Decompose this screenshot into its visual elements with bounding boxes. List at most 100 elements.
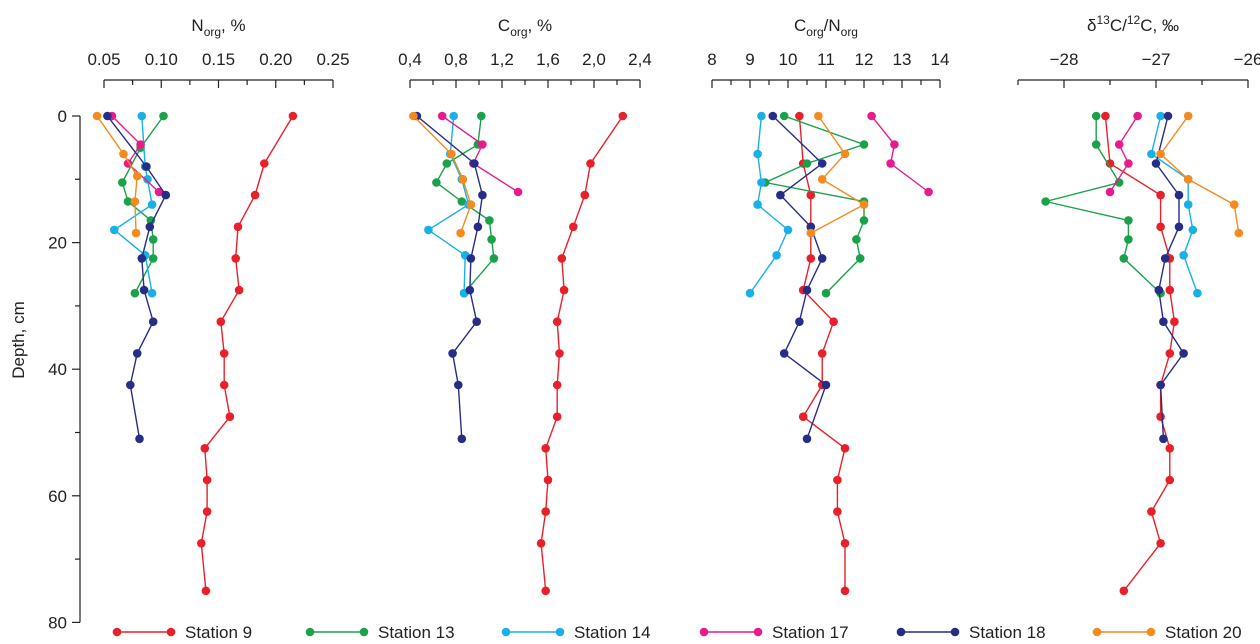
series-line <box>1109 115 1139 193</box>
data-point <box>489 254 499 263</box>
data-point <box>795 317 804 327</box>
series-station-14 <box>424 111 473 298</box>
series-station-9 <box>1101 111 1179 596</box>
series-station-17 <box>1105 111 1142 197</box>
legend-marker <box>699 627 709 637</box>
data-point <box>477 111 486 121</box>
data-point <box>1119 254 1129 263</box>
series-station-13 <box>760 111 869 298</box>
data-point <box>802 434 812 444</box>
x-tick-label: 13 <box>893 50 912 69</box>
data-point <box>821 380 831 390</box>
data-point <box>557 254 567 263</box>
title-part: N <box>191 16 203 35</box>
title-superscript: 12 <box>1127 13 1141 27</box>
data-point <box>472 317 482 327</box>
title-part: C/ <box>1110 16 1127 35</box>
series-station-18 <box>768 111 831 444</box>
data-point <box>586 159 595 168</box>
data-point <box>470 159 479 168</box>
data-point <box>485 216 494 225</box>
legend-item-station-18: Station 18 <box>896 623 1046 642</box>
data-point <box>147 288 157 298</box>
data-point <box>569 222 578 232</box>
data-point <box>1188 225 1198 235</box>
x-tick-label: 9 <box>745 50 754 69</box>
legend-marker <box>753 627 763 637</box>
series-line <box>540 115 624 591</box>
x-tick-label: 0.10 <box>145 50 178 69</box>
series-line <box>1155 115 1185 439</box>
title-part: C <box>498 16 510 35</box>
data-point <box>513 187 523 197</box>
data-point <box>432 178 441 187</box>
data-point <box>216 317 226 327</box>
data-point <box>802 285 812 295</box>
series-line <box>111 115 160 193</box>
data-point <box>1147 507 1156 516</box>
data-point <box>840 539 850 548</box>
y-tick-label: 40 <box>48 360 67 379</box>
x-tick-label: 8 <box>707 50 716 69</box>
data-point <box>110 225 119 235</box>
data-point <box>1156 190 1165 200</box>
depth-axis: 0 20 40 60 80 <box>48 107 81 632</box>
data-point <box>473 222 483 232</box>
legend-label: Station 9 <box>185 623 252 642</box>
legend-marker <box>112 627 122 637</box>
x-tick-label: 11 <box>817 50 835 69</box>
series-line <box>416 115 484 439</box>
data-point <box>260 159 269 168</box>
series-station-9 <box>197 111 298 596</box>
x-tick-label: −27 <box>1142 50 1171 69</box>
data-point <box>817 159 827 168</box>
series-station-9 <box>795 111 850 596</box>
panel-4: −28 −27 −26 δ13C/12C, ‰ <box>1017 13 1260 596</box>
series-station-9 <box>536 111 628 596</box>
data-point <box>136 140 145 149</box>
data-point <box>126 380 135 390</box>
data-point <box>465 285 475 295</box>
data-point <box>829 317 838 327</box>
y-axis-label: Depth, cm <box>9 301 28 378</box>
series-line <box>772 115 827 440</box>
series-station-20 <box>806 111 869 238</box>
y-tick-label: 20 <box>48 234 67 253</box>
data-point <box>833 507 842 516</box>
data-point <box>1156 111 1165 121</box>
data-point <box>1174 222 1184 232</box>
title-subscript: org <box>806 25 823 39</box>
x-tick-label: 1,2 <box>490 50 514 69</box>
legend-marker <box>950 627 960 637</box>
data-point <box>447 149 456 159</box>
data-point <box>1234 228 1244 238</box>
data-point <box>231 254 240 263</box>
x-tick-label: 0,8 <box>444 50 468 69</box>
data-point <box>487 235 496 244</box>
data-point <box>1160 254 1170 263</box>
data-point <box>139 285 149 295</box>
data-point <box>200 444 210 453</box>
x-tick-label: 14 <box>931 50 950 69</box>
data-point <box>132 349 142 358</box>
x-tick-label: 1,6 <box>536 50 560 69</box>
series-station-20 <box>409 111 476 238</box>
series-line <box>810 115 866 234</box>
data-point <box>137 111 147 121</box>
series-line <box>1104 115 1176 592</box>
data-point <box>1163 111 1173 121</box>
data-point <box>1114 140 1124 149</box>
x-tick-label: 0.20 <box>259 50 292 69</box>
data-point <box>1091 140 1101 149</box>
series-station-17 <box>107 111 164 197</box>
data-point <box>143 175 152 184</box>
data-point <box>135 434 144 444</box>
data-point <box>1105 187 1115 197</box>
title-superscript: 13 <box>1097 13 1111 27</box>
data-point <box>1091 111 1101 121</box>
data-point <box>458 175 468 184</box>
data-point <box>1165 285 1175 295</box>
series-station-17 <box>867 111 933 197</box>
data-point <box>161 190 171 200</box>
data-point <box>1165 475 1175 485</box>
